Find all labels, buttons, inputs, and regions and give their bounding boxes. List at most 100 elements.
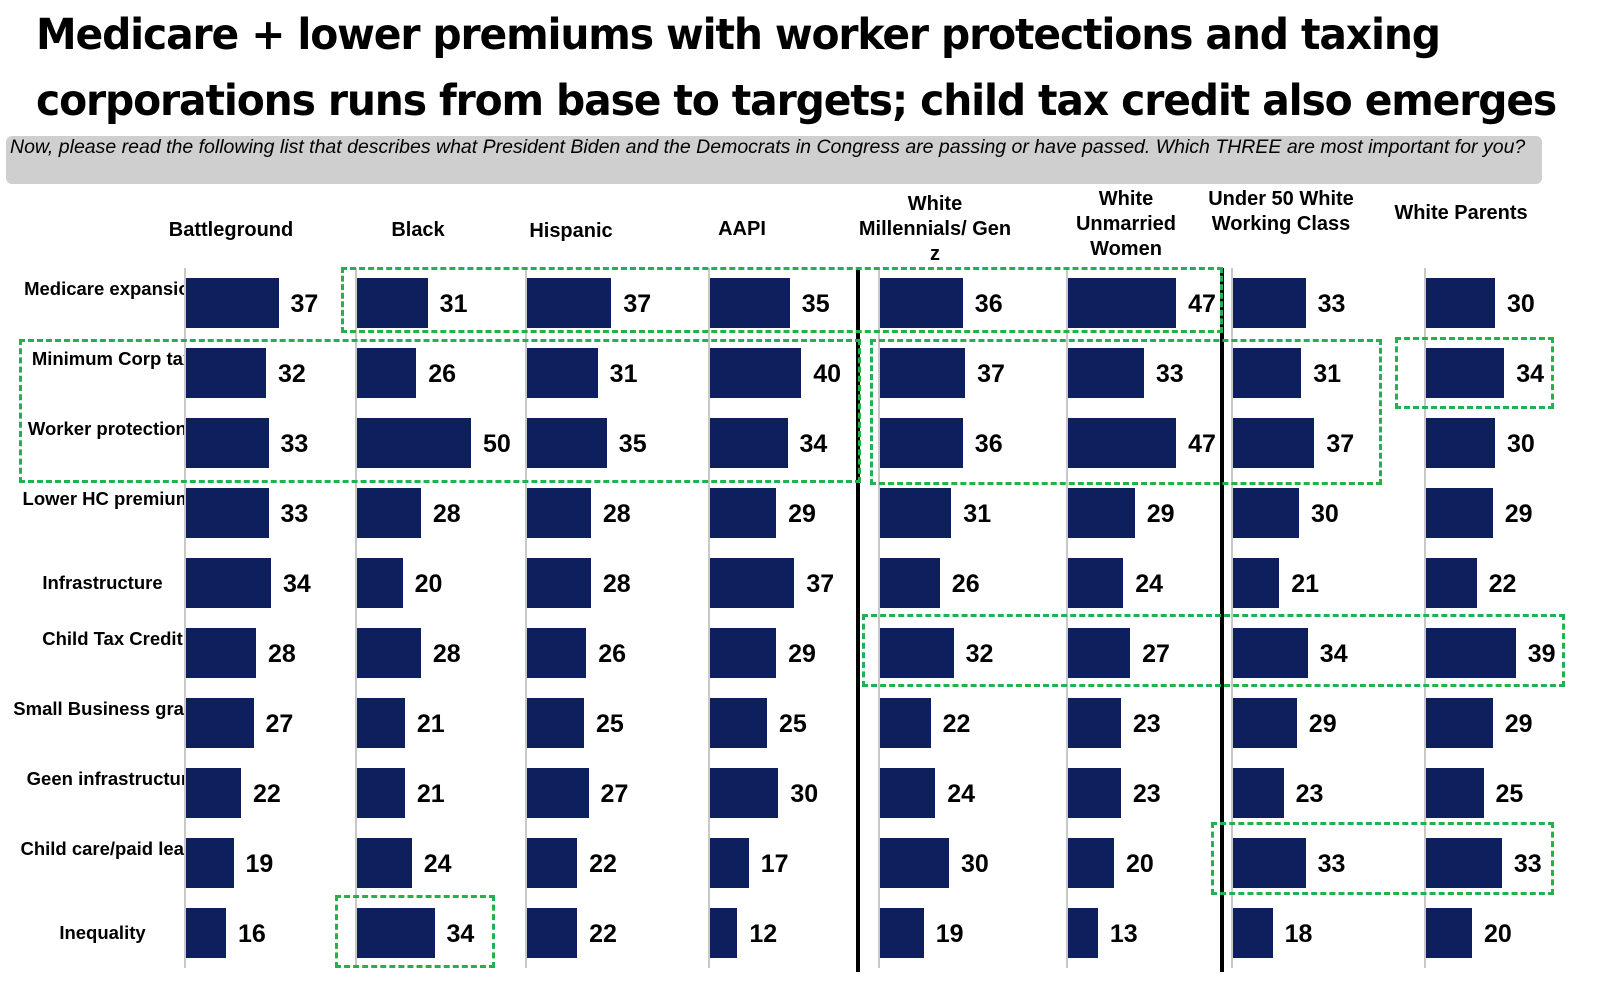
bar: [710, 418, 788, 468]
data-label: 32: [278, 360, 306, 388]
highlight-box: [870, 339, 1382, 485]
column-axis: [708, 268, 710, 968]
data-label: 26: [951, 570, 980, 598]
row-label: Geen infrastructure: [26, 768, 199, 789]
bar: [710, 768, 779, 818]
bar: [1233, 908, 1273, 958]
chart-title-line: Medicare + lower premiums with worker pr…: [36, 10, 1441, 60]
data-label: 28: [602, 570, 631, 598]
data-label: 34: [1319, 640, 1348, 668]
bar: [1068, 768, 1121, 818]
data-label: 40: [813, 360, 841, 388]
data-label: 23: [1132, 780, 1161, 808]
bar: [1068, 558, 1124, 608]
data-label: 34: [1516, 360, 1544, 388]
data-label: 23: [1295, 780, 1324, 808]
data-label: 28: [432, 640, 461, 668]
data-label: 29: [1504, 710, 1533, 738]
data-label: 30: [790, 780, 819, 808]
data-label: 39: [1527, 640, 1556, 668]
chart-title-line: corporations runs from base to targets; …: [36, 76, 1557, 126]
bar: [357, 768, 405, 818]
bar: [1233, 768, 1284, 818]
data-label: 36: [974, 290, 1003, 318]
bar: [357, 348, 417, 398]
bar: [1426, 838, 1502, 888]
bar: [1233, 628, 1308, 678]
bar: [527, 488, 591, 538]
group-separator: [1220, 268, 1224, 972]
bar: [527, 418, 607, 468]
bar: [186, 558, 271, 608]
bar: [1426, 908, 1472, 958]
data-label: 34: [446, 920, 475, 948]
data-label: 33: [1155, 360, 1184, 388]
bar: [186, 838, 234, 888]
column-axis: [355, 268, 357, 968]
bar: [710, 628, 777, 678]
bar: [527, 628, 587, 678]
bar: [880, 558, 940, 608]
bar: [1068, 908, 1098, 958]
data-label: 30: [961, 850, 989, 878]
data-label: 21: [416, 780, 445, 808]
data-label: 50: [483, 430, 511, 458]
data-label: 20: [1126, 850, 1154, 878]
bar: [1068, 278, 1177, 328]
bar: [1068, 698, 1121, 748]
data-label: 29: [1308, 710, 1337, 738]
row-label: Lower HC premiums: [22, 488, 203, 509]
chart-subtitle: Now, please read the following list that…: [6, 136, 1542, 184]
bar: [880, 838, 949, 888]
bar: [1233, 488, 1299, 538]
data-label: 36: [974, 430, 1003, 458]
bar: [880, 418, 963, 468]
data-label: 25: [779, 710, 807, 738]
data-label: 27: [265, 710, 294, 738]
data-label: 20: [414, 570, 443, 598]
row-label: Inequality: [59, 922, 146, 943]
bar: [880, 348, 966, 398]
highlight-box: [335, 895, 495, 968]
bar: [357, 698, 405, 748]
chart-title: Medicare + lower premiums with worker pr…: [36, 2, 1557, 134]
data-label: 22: [253, 780, 281, 808]
data-label: 22: [942, 710, 971, 738]
bar: [710, 488, 777, 538]
column-header: White Parents: [1394, 202, 1528, 224]
bar: [1233, 838, 1306, 888]
data-label: 30: [1507, 430, 1535, 458]
data-label: 28: [432, 500, 461, 528]
data-label: 33: [1317, 290, 1346, 318]
data-label: 35: [618, 430, 647, 458]
bar: [880, 278, 963, 328]
bar: [1068, 628, 1131, 678]
bar: [710, 278, 790, 328]
data-label: 22: [1488, 570, 1517, 598]
bar: [710, 908, 738, 958]
column-header: Battleground: [168, 219, 294, 241]
bar: [357, 418, 471, 468]
column-axis: [184, 268, 186, 968]
data-label: 34: [283, 570, 311, 598]
bar: [1233, 418, 1315, 468]
bar: [357, 488, 421, 538]
bar: [1426, 698, 1493, 748]
row-label: Infrastructure: [42, 572, 163, 593]
bar: [186, 348, 266, 398]
bar: [880, 488, 952, 538]
data-label: 13: [1109, 920, 1138, 948]
data-label: 19: [245, 850, 274, 878]
bar: [710, 838, 749, 888]
bar: [1426, 278, 1495, 328]
data-label: 23: [1132, 710, 1161, 738]
data-label: 29: [788, 500, 816, 528]
data-label: 33: [1513, 850, 1542, 878]
data-label: 24: [1135, 570, 1163, 598]
data-label: 21: [1291, 570, 1319, 598]
data-label: 34: [799, 430, 828, 458]
bar: [527, 558, 591, 608]
column-header: Under 50 White Working Class: [1208, 188, 1354, 235]
column-axis: [525, 268, 527, 968]
bar: [710, 558, 795, 608]
